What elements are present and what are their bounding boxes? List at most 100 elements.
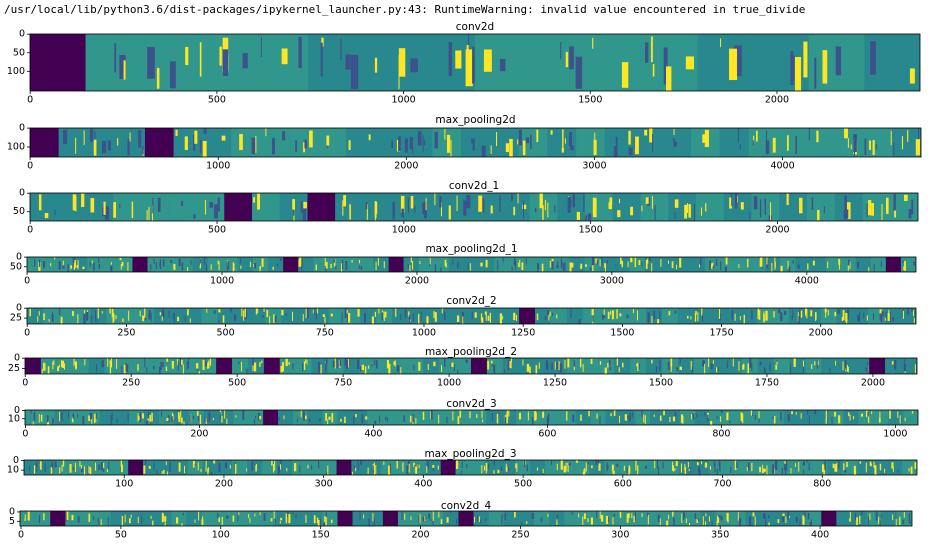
activation — [725, 257, 728, 265]
activation — [726, 360, 728, 369]
activation — [326, 135, 330, 146]
activation — [764, 200, 766, 215]
activation — [180, 359, 183, 365]
feature-map-tile — [471, 410, 487, 425]
activation — [645, 465, 648, 469]
activation — [438, 511, 440, 518]
activation — [327, 465, 329, 475]
activation — [759, 257, 761, 267]
activation — [673, 129, 675, 136]
activation — [787, 414, 790, 422]
activation — [480, 197, 485, 213]
activation — [720, 516, 723, 521]
activation — [451, 362, 454, 368]
activation — [453, 364, 455, 371]
activation — [292, 512, 294, 515]
activation — [234, 264, 236, 268]
activation — [807, 263, 809, 270]
feature-map — [25, 358, 917, 374]
activation — [750, 410, 752, 416]
activation — [604, 266, 606, 272]
activation — [159, 366, 161, 374]
activation — [571, 512, 573, 515]
activation — [438, 414, 440, 424]
activation — [904, 194, 908, 201]
activation — [325, 359, 328, 364]
activation — [253, 362, 257, 372]
activation — [351, 259, 353, 263]
activation — [562, 263, 565, 272]
activation — [144, 358, 146, 368]
feature-map-tile — [903, 410, 918, 425]
activation — [515, 463, 517, 469]
activation — [651, 36, 653, 63]
activation — [332, 360, 334, 368]
activation — [401, 511, 403, 521]
activation — [72, 311, 74, 316]
activation — [240, 265, 242, 270]
activation — [87, 466, 89, 475]
activation — [709, 420, 713, 425]
activation — [825, 410, 827, 420]
x-tick-label: 1250 — [543, 378, 567, 389]
feature-map-tile — [807, 193, 835, 221]
activation — [109, 308, 111, 314]
activation — [693, 204, 695, 221]
activation — [792, 309, 794, 318]
activation — [262, 315, 265, 318]
feature-map-tile — [486, 410, 502, 425]
activation — [455, 50, 462, 69]
feature-map-tile — [38, 460, 54, 475]
activation — [827, 309, 829, 316]
activation — [144, 308, 146, 318]
activation — [881, 311, 884, 317]
activation — [879, 520, 881, 526]
activation — [704, 462, 708, 468]
feature-map-tile — [866, 511, 882, 526]
activation — [456, 519, 458, 525]
activation — [708, 358, 710, 368]
feature-map-tile — [881, 511, 897, 526]
activation — [173, 263, 176, 270]
activation — [739, 143, 741, 150]
activation — [550, 130, 553, 135]
activation — [497, 260, 499, 270]
activation — [844, 469, 847, 473]
activation — [29, 308, 31, 317]
activation — [790, 468, 792, 474]
activation — [483, 49, 492, 72]
activation — [654, 460, 656, 469]
feature-map-tile — [358, 257, 374, 272]
activation — [353, 415, 355, 424]
activation — [849, 414, 851, 421]
activation — [547, 310, 550, 316]
activation — [166, 417, 169, 421]
activation — [29, 465, 31, 472]
activation — [377, 257, 379, 266]
activation — [318, 461, 320, 469]
activation — [879, 411, 881, 420]
activation — [406, 465, 409, 474]
activation — [122, 318, 124, 323]
feature-map-tile — [630, 308, 647, 324]
activation — [424, 516, 426, 522]
activation — [530, 134, 532, 150]
activation — [412, 413, 414, 423]
feature-map-tile — [564, 511, 580, 526]
activation — [672, 461, 674, 471]
activation — [221, 517, 223, 525]
activation — [483, 465, 486, 471]
activation — [325, 362, 327, 372]
activation — [373, 462, 375, 470]
activation — [194, 463, 196, 471]
activation — [77, 413, 79, 418]
activation — [186, 361, 188, 370]
activation — [312, 309, 315, 314]
x-tick-label: 3000 — [582, 161, 606, 172]
activation — [79, 461, 81, 467]
activation — [161, 513, 164, 523]
activation — [199, 258, 201, 264]
activation — [254, 419, 256, 425]
activation — [282, 131, 286, 141]
